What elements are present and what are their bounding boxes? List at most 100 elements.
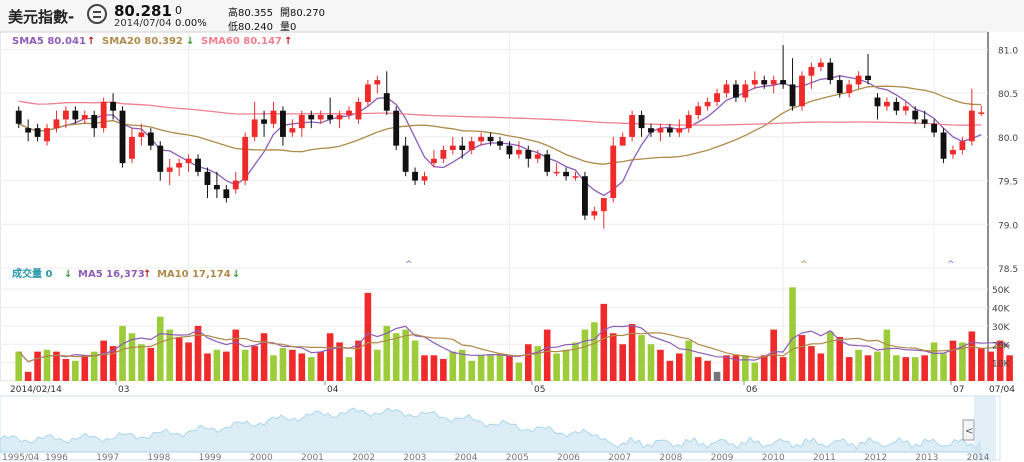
candle-body <box>449 145 456 150</box>
overview-year-label: 2007 <box>608 453 631 462</box>
last-price: 80.281 <box>114 2 172 20</box>
candle-body <box>185 158 192 164</box>
volume-bar <box>15 351 23 381</box>
candle-body <box>431 158 437 164</box>
volume-bar <box>855 349 862 381</box>
volume-bar <box>845 357 853 381</box>
volume-bar <box>53 351 60 381</box>
candle-body <box>836 80 843 94</box>
volume-bar <box>525 344 532 381</box>
volume-bar <box>317 351 325 381</box>
volume-bar <box>732 355 740 381</box>
volume-bar <box>289 349 296 381</box>
volume-bar <box>251 346 258 381</box>
date-tick-label: 07/04 <box>989 385 1015 395</box>
instrument-title: 美元指數- <box>8 8 75 26</box>
overview-year-label: 1999 <box>199 453 222 462</box>
volume-bar <box>959 342 966 381</box>
volume-bar <box>81 355 89 381</box>
volume-bar <box>874 351 881 381</box>
volume-bar <box>619 344 626 381</box>
volume-bar <box>185 342 192 381</box>
chevron-left-icon: < <box>965 426 973 437</box>
candle-body <box>742 84 749 98</box>
volume-bar <box>100 340 107 381</box>
candle-body <box>364 84 371 102</box>
price-change: 0 <box>175 4 182 17</box>
candle-body <box>732 84 739 98</box>
volume-bar <box>147 347 155 381</box>
volume-bar <box>194 325 202 381</box>
volume-bar <box>374 349 381 381</box>
low-price: 低80.240 <box>228 22 273 33</box>
date-tick-label: 07 <box>953 385 964 395</box>
volume-bar <box>609 333 617 381</box>
volume-bar <box>930 342 938 381</box>
volume-bar <box>402 329 409 381</box>
candle-body <box>223 189 230 199</box>
overview-year-label: 2000 <box>250 453 273 462</box>
candle-body <box>81 115 88 120</box>
candle-body <box>308 115 315 120</box>
candle-body <box>34 128 41 137</box>
candle-body <box>855 75 862 85</box>
volume-bar <box>138 344 145 381</box>
volume-bar <box>836 336 844 381</box>
volume-bar <box>43 349 51 381</box>
candle-body <box>572 176 579 178</box>
vol-ma10-label: MA10 17,174 <box>157 269 231 280</box>
volume-bar <box>779 357 787 381</box>
candle-body <box>497 141 503 146</box>
menu-icon[interactable] <box>87 4 107 24</box>
date-tick-label: 2014/02/14 <box>10 385 62 395</box>
axes: 81.0 80.5 80.0 79.5 79.0 78.5 50K 40K 30K 20K 10K ^… <box>0 46 1018 395</box>
candle-body <box>110 101 117 111</box>
volume-bar <box>864 355 872 381</box>
candle-body <box>553 171 560 174</box>
candle-body <box>138 132 145 137</box>
candle-body <box>610 145 617 199</box>
date-tick-label: 06 <box>746 385 758 395</box>
volume-bar <box>968 331 976 381</box>
candle-body <box>714 93 720 102</box>
candle-body <box>44 128 50 142</box>
candle-body <box>515 150 522 155</box>
candlestick-series <box>15 45 985 229</box>
candle-body <box>883 101 890 107</box>
volume-bar <box>223 351 230 381</box>
volume-averages <box>18 324 1010 363</box>
candle-body <box>865 75 871 81</box>
volume-bar <box>808 346 815 381</box>
candle-body <box>751 80 758 85</box>
overview-year-label: 1998 <box>147 453 170 462</box>
volume-bar <box>477 355 485 381</box>
volume-bar <box>789 287 796 381</box>
volume-tick-label: 50K <box>992 286 1010 296</box>
overview-year-label: 2002 <box>352 453 375 462</box>
candle-body <box>53 119 60 129</box>
candle-body <box>261 119 268 124</box>
overview-navigator[interactable]: <1995/04 1996 1997 1998 1999 2000 2001 2002 2003… <box>0 395 1001 462</box>
volume-bar <box>647 344 655 381</box>
volume-bar <box>921 355 928 381</box>
candle-body <box>657 128 664 133</box>
volume-bar <box>742 355 749 381</box>
candle-body <box>695 106 702 116</box>
vol-ma10-arrow: ↓ <box>232 269 240 280</box>
overview-year-label: 2008 <box>659 453 682 462</box>
date-tick-label: 03 <box>118 385 129 395</box>
volume-bar <box>770 329 777 381</box>
volume-bar <box>911 357 919 381</box>
vol-ma5-label: MA5 16,373 <box>78 269 145 280</box>
candle-body <box>232 180 239 190</box>
volume-bar <box>440 358 447 381</box>
overview-year-label: 2014 <box>967 453 990 462</box>
volume-bar <box>307 357 315 381</box>
volume-bar <box>996 340 1004 381</box>
candle-body <box>72 110 79 120</box>
sma20-line <box>18 85 982 165</box>
candle-body <box>940 132 947 159</box>
candle-body <box>119 110 126 164</box>
price-tick-label: 78.5 <box>998 265 1018 275</box>
